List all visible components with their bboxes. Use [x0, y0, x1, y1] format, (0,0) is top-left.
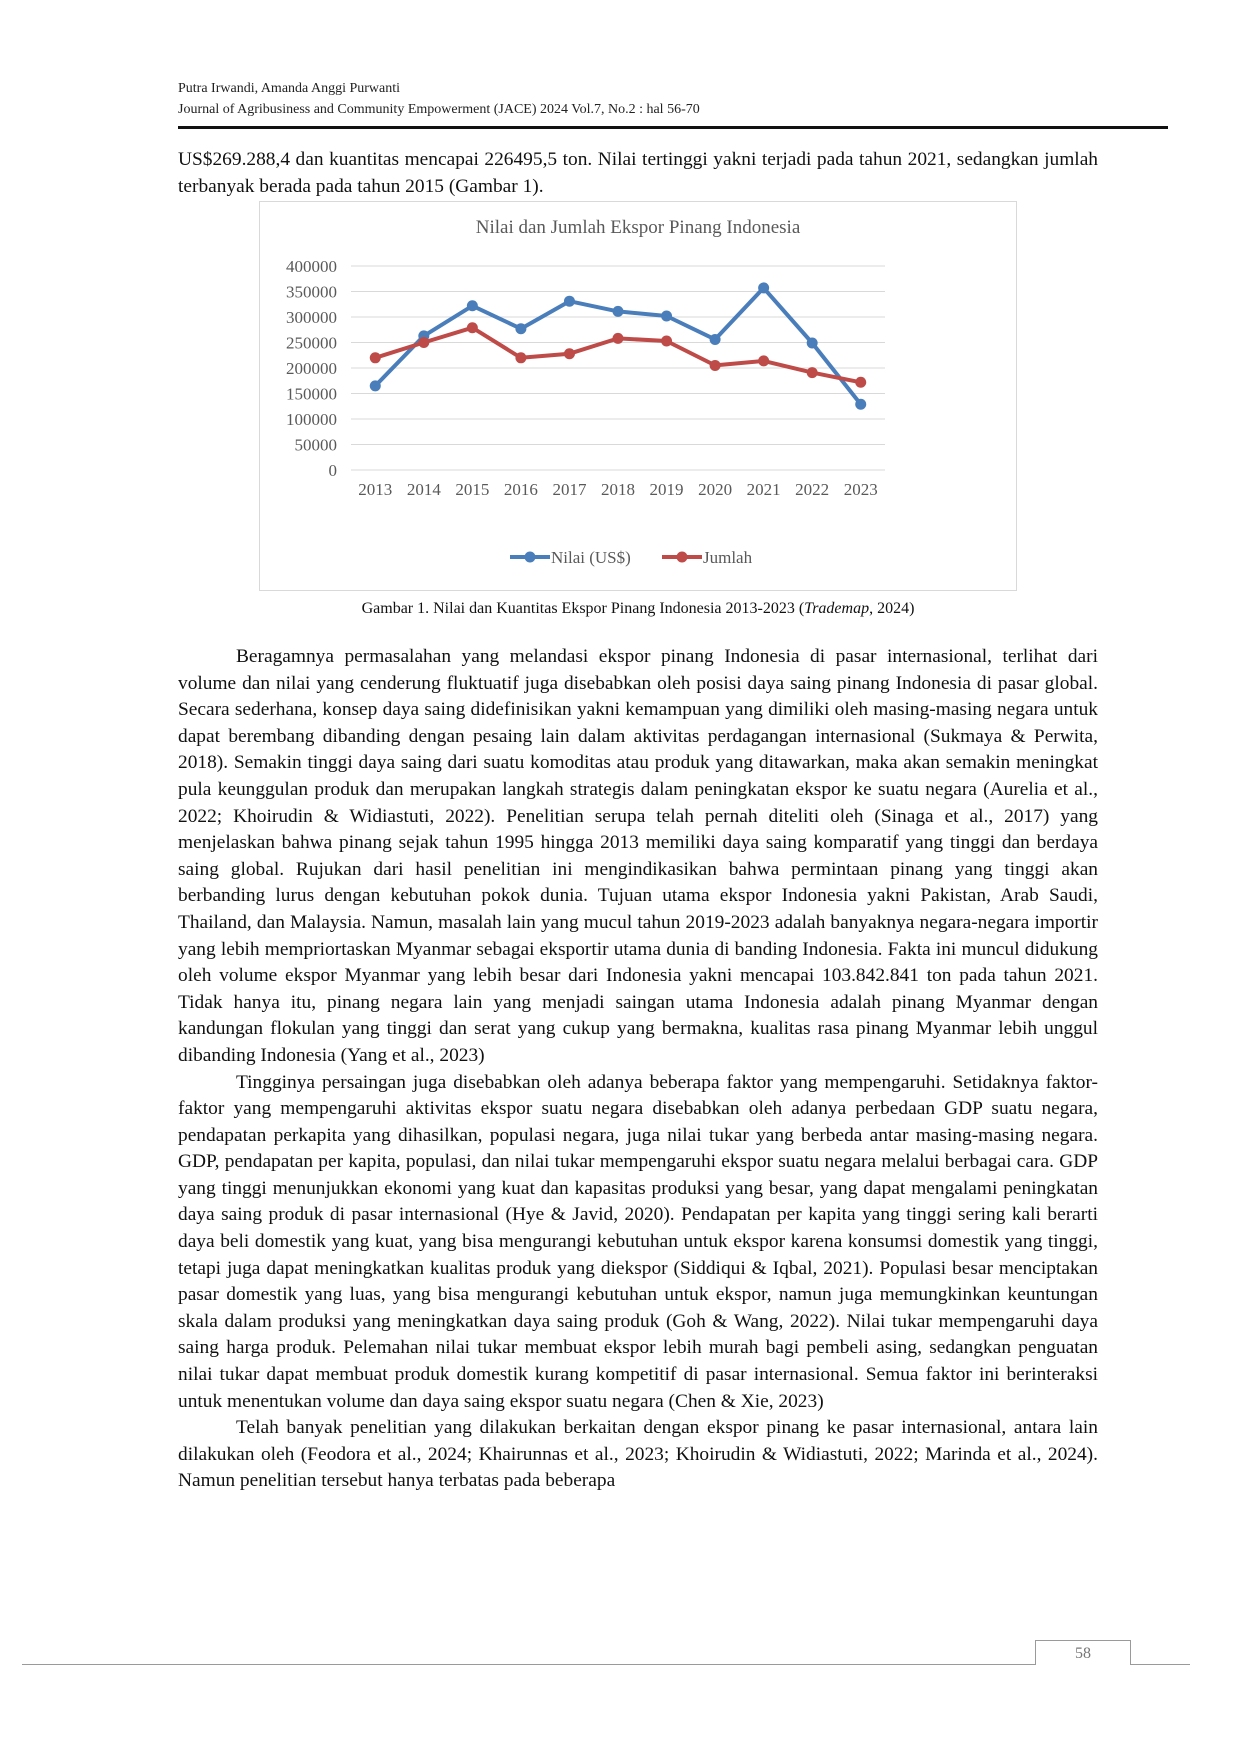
- data-point: [661, 335, 673, 347]
- data-point: [563, 295, 575, 307]
- chart-series: [369, 282, 867, 410]
- page-number: 58: [1075, 1645, 1091, 1662]
- y-tick-label: 400000: [286, 257, 337, 276]
- series-line-0: [373, 285, 863, 407]
- caption-suffix: , 2024): [869, 600, 915, 617]
- legend-swatch-marker: [676, 551, 688, 563]
- data-point: [515, 352, 527, 364]
- header-authors: Putra Irwandi, Amanda Anggi Purwanti: [178, 81, 401, 96]
- header-journal: Journal of Agribusiness and Community Em…: [178, 102, 700, 117]
- y-axis-ticks: 0 50000 100000 150000 200000 250000 300000 3500…: [286, 257, 337, 480]
- legend-label: Nilai (US$): [551, 548, 631, 567]
- data-point: [806, 337, 818, 349]
- data-point: [661, 310, 673, 322]
- x-tick-label: 2020: [698, 480, 732, 499]
- footer-line-left: [22, 1664, 1035, 1665]
- page-header: Putra Irwandi, Amanda Anggi Purwanti Jou…: [178, 78, 1098, 120]
- x-tick-label: 2022: [795, 480, 829, 499]
- y-tick-label: 150000: [286, 385, 337, 404]
- x-tick-label: 2013: [358, 480, 392, 499]
- footer-line-right: [1130, 1664, 1190, 1665]
- x-tick-label: 2014: [407, 480, 442, 499]
- line-chart: Nilai dan Jumlah Ekspor Pinang Indonesia…: [286, 217, 885, 567]
- data-point: [709, 359, 721, 371]
- body-text: Beragamnya permasalahan yang melandasi e…: [178, 644, 1098, 1495]
- x-tick-label: 2021: [747, 480, 781, 499]
- y-tick-label: 300000: [286, 308, 337, 327]
- x-tick-label: 2016: [504, 480, 538, 499]
- figure-chart: Nilai dan Jumlah Ekspor Pinang Indonesia…: [259, 201, 1017, 591]
- x-tick-label: 2019: [650, 480, 684, 499]
- y-tick-label: 100000: [286, 410, 337, 429]
- caption-prefix: Gambar 1. Nilai dan Kuantitas Ekspor Pin…: [361, 600, 805, 617]
- x-axis-ticks: 2013 2014 2015 2016 2017 2018 2019 2020 2021 2022…: [358, 480, 877, 499]
- data-point: [369, 380, 381, 392]
- paragraph-penelitian: Telah banyak penelitian yang dilakukan b…: [178, 1417, 1098, 1492]
- data-point: [466, 300, 478, 312]
- legend-swatch-marker: [524, 551, 536, 563]
- data-point: [855, 398, 867, 410]
- intro-paragraph: US$269.288,4 dan kuantitas mencapai 2264…: [178, 149, 1098, 197]
- header-rule: [178, 126, 1168, 129]
- y-tick-label: 200000: [286, 359, 337, 378]
- x-tick-label: 2017: [552, 480, 587, 499]
- data-point: [563, 348, 575, 360]
- x-tick-label: 2023: [844, 480, 878, 499]
- data-point: [466, 322, 478, 334]
- y-tick-label: 250000: [286, 334, 337, 353]
- data-point: [612, 305, 624, 317]
- paragraph-daya-saing: Beragamnya permasalahan yang melandasi e…: [178, 646, 1098, 1066]
- data-point: [418, 337, 430, 348]
- caption-source: Trademap: [804, 600, 870, 617]
- data-point: [369, 352, 381, 364]
- data-point: [758, 355, 770, 367]
- paragraph-persaingan: Tingginya persaingan juga disebabkan ole…: [178, 1071, 1098, 1412]
- page-number-box: [1035, 1640, 1131, 1665]
- data-point: [709, 333, 721, 345]
- legend-label: Jumlah: [703, 548, 753, 567]
- y-tick-label: 50000: [295, 436, 338, 455]
- data-point: [515, 323, 527, 335]
- data-point: [806, 367, 818, 379]
- chart-title: Nilai dan Jumlah Ekspor Pinang Indonesia: [476, 217, 801, 238]
- intro-text: US$269.288,4 dan kuantitas mencapai 2264…: [178, 147, 1098, 200]
- chart-gridlines: [351, 265, 885, 471]
- x-tick-label: 2018: [601, 480, 635, 499]
- y-tick-label: 350000: [286, 283, 337, 302]
- y-tick-label: 0: [329, 461, 338, 480]
- x-tick-label: 2015: [455, 480, 489, 499]
- data-point: [612, 332, 624, 344]
- chart-legend: Nilai (US$) Jumlah: [510, 548, 753, 567]
- data-point: [855, 376, 867, 388]
- data-point: [758, 282, 770, 294]
- figure-caption: Gambar 1. Nilai dan Kuantitas Ekspor Pin…: [178, 598, 1098, 620]
